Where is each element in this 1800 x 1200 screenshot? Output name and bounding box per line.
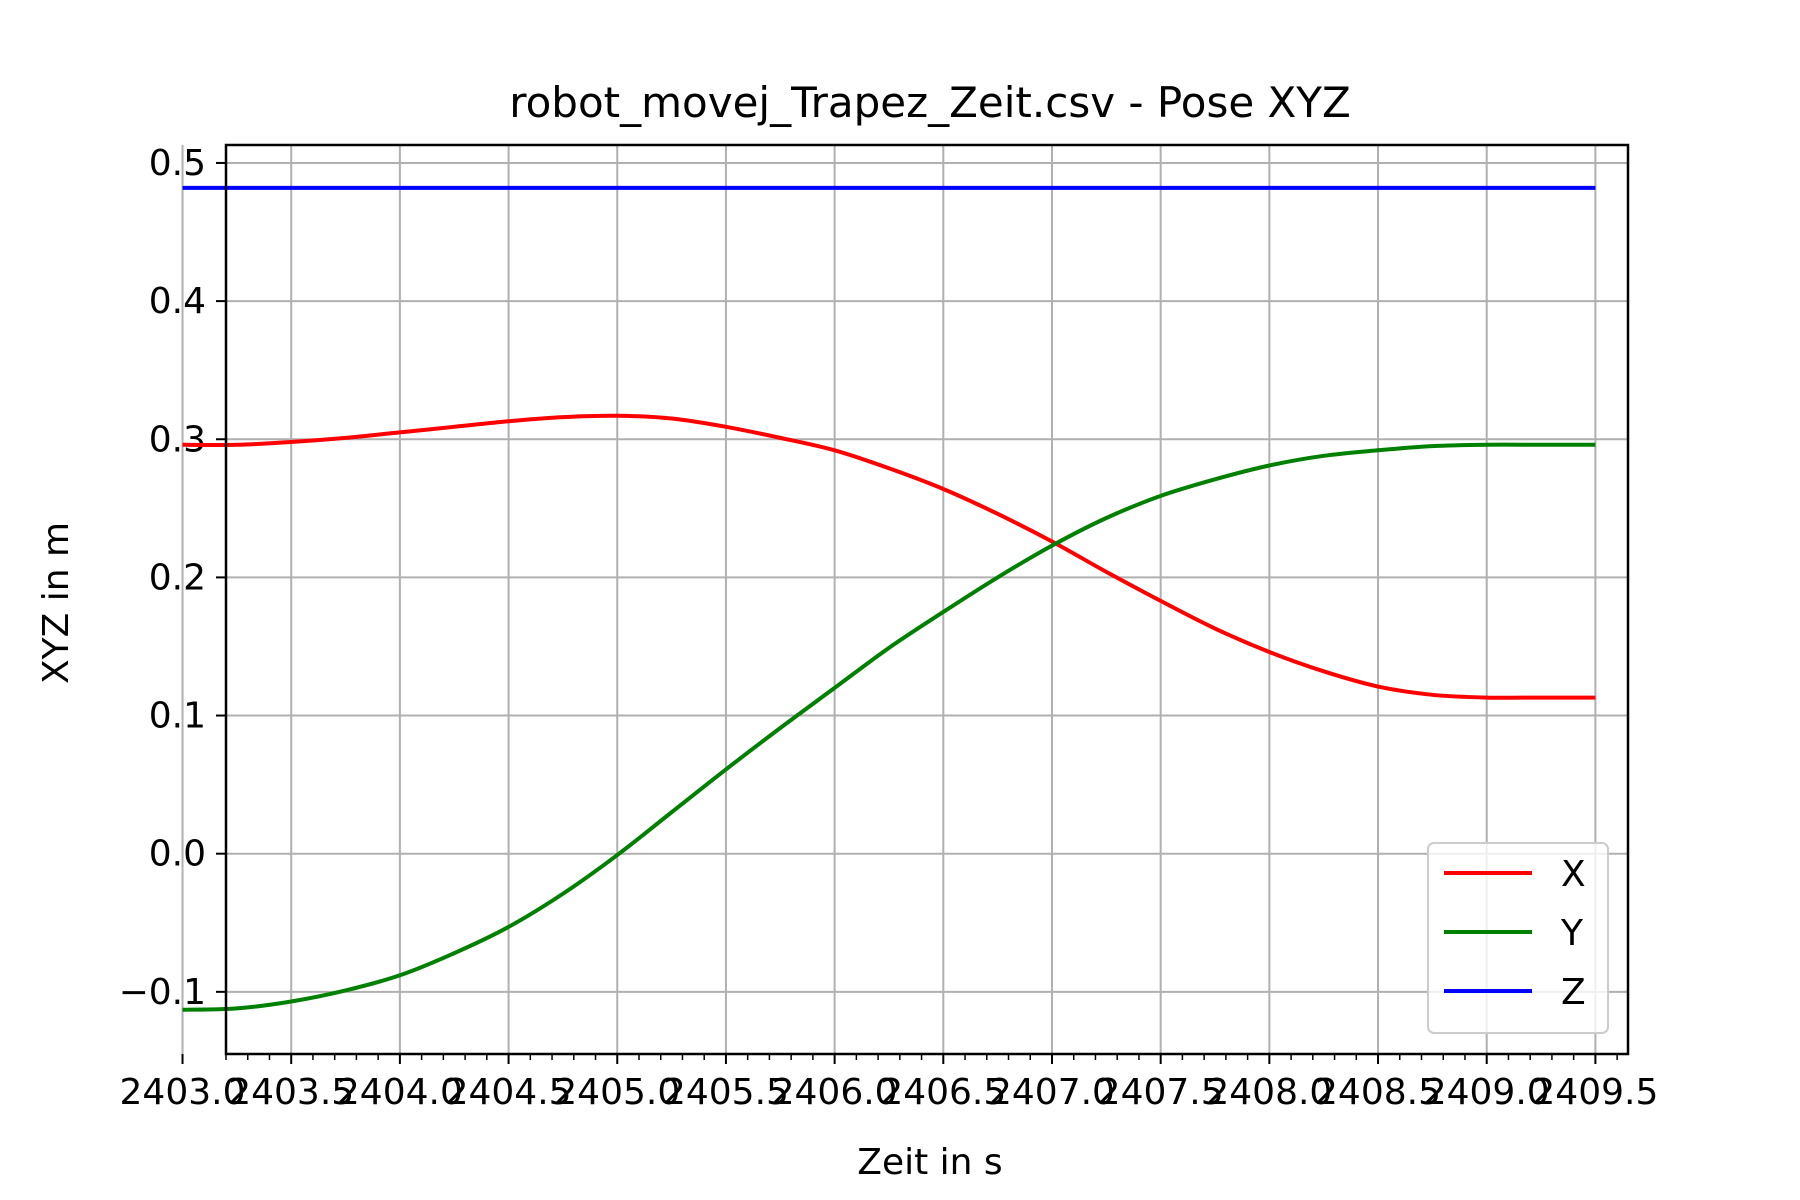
y-tick-label: 0.3 bbox=[149, 419, 206, 460]
y-tick-label: 0.5 bbox=[149, 143, 206, 184]
x-tick-label: 2403.5 bbox=[228, 1072, 354, 1113]
legend-label-x: X bbox=[1561, 854, 1586, 895]
y-tick-label: −0.1 bbox=[119, 972, 206, 1013]
x-tick-label: 2406.5 bbox=[880, 1072, 1006, 1113]
x-tick-label: 2404.5 bbox=[446, 1072, 572, 1113]
x-tick-label: 2407.0 bbox=[989, 1072, 1115, 1113]
data-series bbox=[182, 185, 1596, 1012]
x-tick-label: 2409.5 bbox=[1532, 1072, 1658, 1113]
x-tick-label: 2408.5 bbox=[1315, 1072, 1441, 1113]
x-tick-label: 2403.0 bbox=[120, 1072, 246, 1113]
y-tick-label: 0.4 bbox=[149, 281, 206, 322]
x-tick-label: 2407.5 bbox=[1098, 1072, 1224, 1113]
x-tick-label: 2405.5 bbox=[663, 1072, 789, 1113]
legend-box bbox=[1427, 842, 1609, 1034]
legend: XYZ bbox=[1427, 842, 1609, 1034]
y-tick-label: 0.0 bbox=[149, 834, 206, 875]
x-tick-label: 2408.0 bbox=[1206, 1072, 1332, 1113]
axis-ticks: 2403.02403.52404.02404.52405.02405.52406… bbox=[119, 143, 1659, 1113]
series-line-x bbox=[182, 413, 1596, 700]
y-tick-label: 0.2 bbox=[149, 557, 206, 598]
x-tick-label: 2409.0 bbox=[1424, 1072, 1550, 1113]
x-tick-label: 2405.0 bbox=[554, 1072, 680, 1113]
series-line-y bbox=[182, 442, 1596, 1012]
chart-title: robot_movej_Trapez_Zeit.csv - Pose XYZ bbox=[509, 78, 1350, 127]
x-axis-label: Zeit in s bbox=[857, 1142, 1002, 1183]
plot-area-frame bbox=[224, 143, 1630, 1056]
legend-label-z: Z bbox=[1561, 972, 1586, 1013]
x-tick-label: 2406.0 bbox=[772, 1072, 898, 1113]
legend-label-y: Y bbox=[1560, 913, 1584, 954]
y-tick-label: 0.1 bbox=[149, 696, 206, 737]
y-axis-label: XYZ in m bbox=[36, 522, 77, 684]
x-tick-label: 2404.0 bbox=[337, 1072, 463, 1113]
